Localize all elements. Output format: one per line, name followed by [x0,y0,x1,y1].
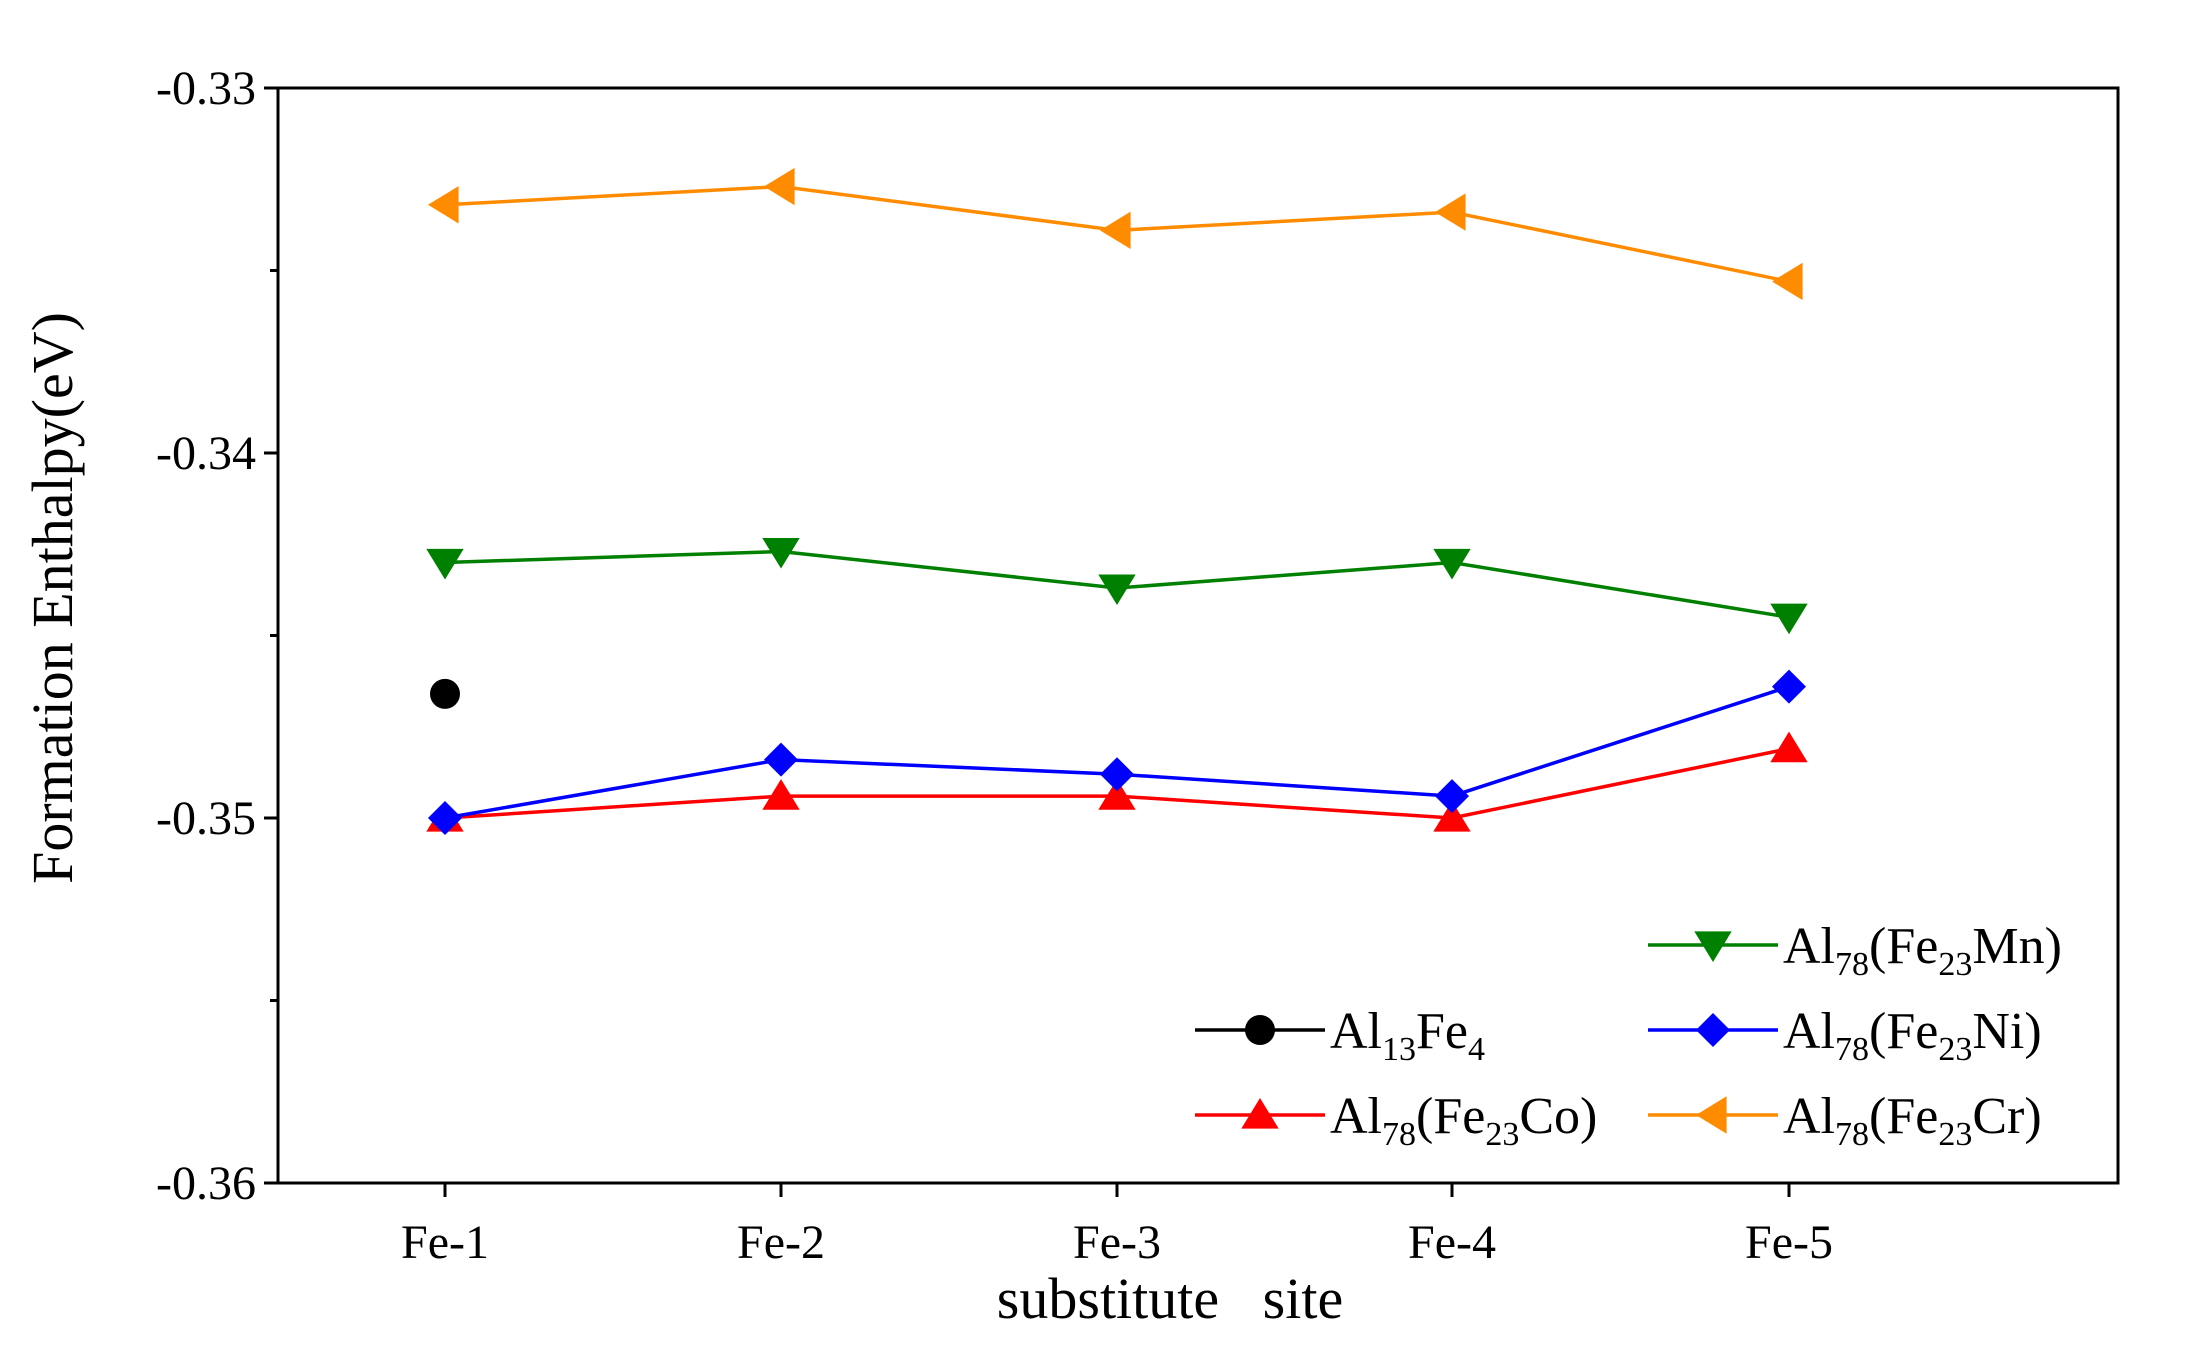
legend-label-subscript: 78 [1835,1116,1869,1153]
legend-entry: Al78(Fe23Ni) [1648,1003,2042,1068]
y-tick-label: -0.35 [156,792,256,845]
data-point [1098,779,1136,810]
legend-label-subscript: 23 [1485,1116,1519,1153]
data-point [762,537,800,569]
legend-label: Al78(Fe23Mn) [1783,918,2062,983]
x-axis-title: substitute site [997,1266,1343,1331]
legend-entry: Al78(Fe23Cr) [1648,1088,2042,1153]
legend-label-part: Al [1330,1003,1382,1060]
data-point [764,742,798,777]
legend-label-subscript: 23 [1938,1031,1972,1068]
legend-entry: Al13Fe4 [1195,1003,1485,1068]
x-tick-label: Fe-4 [1408,1216,1496,1269]
legend-label: Al78(Fe23Co) [1330,1088,1597,1153]
data-point [1098,574,1136,606]
x-tick-label: Fe-1 [401,1216,489,1269]
legend-label-subscript: 78 [1382,1116,1416,1153]
legend-label-subscript: 13 [1382,1031,1416,1068]
data-point [1435,193,1466,231]
legend-marker [1245,1015,1275,1045]
legend-label-subscript: 23 [1938,1116,1972,1153]
legend-entry: Al78(Fe23Co) [1195,1088,1597,1153]
legend-label-part: Al [1783,1003,1835,1060]
legend-marker [1696,1013,1730,1047]
data-point [762,779,800,810]
plot-area [426,167,1808,835]
legend-label-part: Mn) [1972,918,2062,975]
x-tick-label: Fe-2 [737,1216,825,1269]
data-point [1433,548,1471,580]
legend-label-part: Al [1783,1088,1835,1145]
legend-label-part: Al [1330,1088,1382,1145]
x-tick-label: Fe-5 [1745,1216,1833,1269]
y-tick-label: -0.33 [156,62,256,115]
legend-label-part: Fe [1416,1003,1468,1060]
legend-label-subscript: 78 [1835,946,1869,983]
data-point [1770,603,1808,635]
legend-label-subscript: 4 [1468,1031,1485,1068]
legend-label: Al78(Fe23Ni) [1783,1003,2042,1068]
data-point [1772,262,1803,301]
legend-label-part: Ni) [1972,1003,2041,1060]
data-point [764,167,795,206]
legend: Al78(Fe23Mn)Al13Fe4 Al78(Fe23Ni)Al78(Fe23… [1195,918,2062,1153]
legend-label: Al78(Fe23Cr) [1783,1088,2042,1153]
legend-label-subscript: 23 [1938,946,1972,983]
legend-entry: Al78(Fe23Mn) [1648,918,2062,983]
legend-label-part: Cr) [1972,1088,2041,1145]
legend-label-part: (Fe [1869,1088,1938,1145]
x-tick-label: Fe-3 [1073,1216,1161,1269]
data-point [430,678,460,709]
data-point [1435,779,1469,814]
legend-label-subscript: 78 [1835,1031,1869,1068]
legend-marker [1696,1096,1727,1134]
data-point [1100,211,1131,250]
data-point [1770,731,1808,763]
legend-label-part: Co) [1519,1088,1597,1145]
legend-label-part: (Fe [1869,1003,1938,1060]
y-tick-label: -0.36 [156,1157,256,1210]
y-tick-label: -0.34 [156,427,256,480]
y-axis-title: Formation Enthalpy(eV) [20,312,85,884]
legend-label-part: Al [1783,918,1835,975]
data-point [1100,757,1134,792]
legend-label: Al13Fe4 [1330,1003,1485,1068]
legend-marker [1241,1098,1279,1129]
data-point [1433,801,1471,832]
legend-marker [1694,931,1732,962]
legend-label-part: (Fe [1869,918,1938,975]
data-point [1772,669,1806,704]
axes: -0.36 -0.35 -0.34 -0.33 Fe-1 Fe-2 Fe-3 Fe-4 Fe-5 [156,62,2120,1269]
data-point [426,548,464,580]
legend-label-part: (Fe [1416,1088,1485,1145]
data-point [428,801,462,835]
data-point [428,186,459,224]
